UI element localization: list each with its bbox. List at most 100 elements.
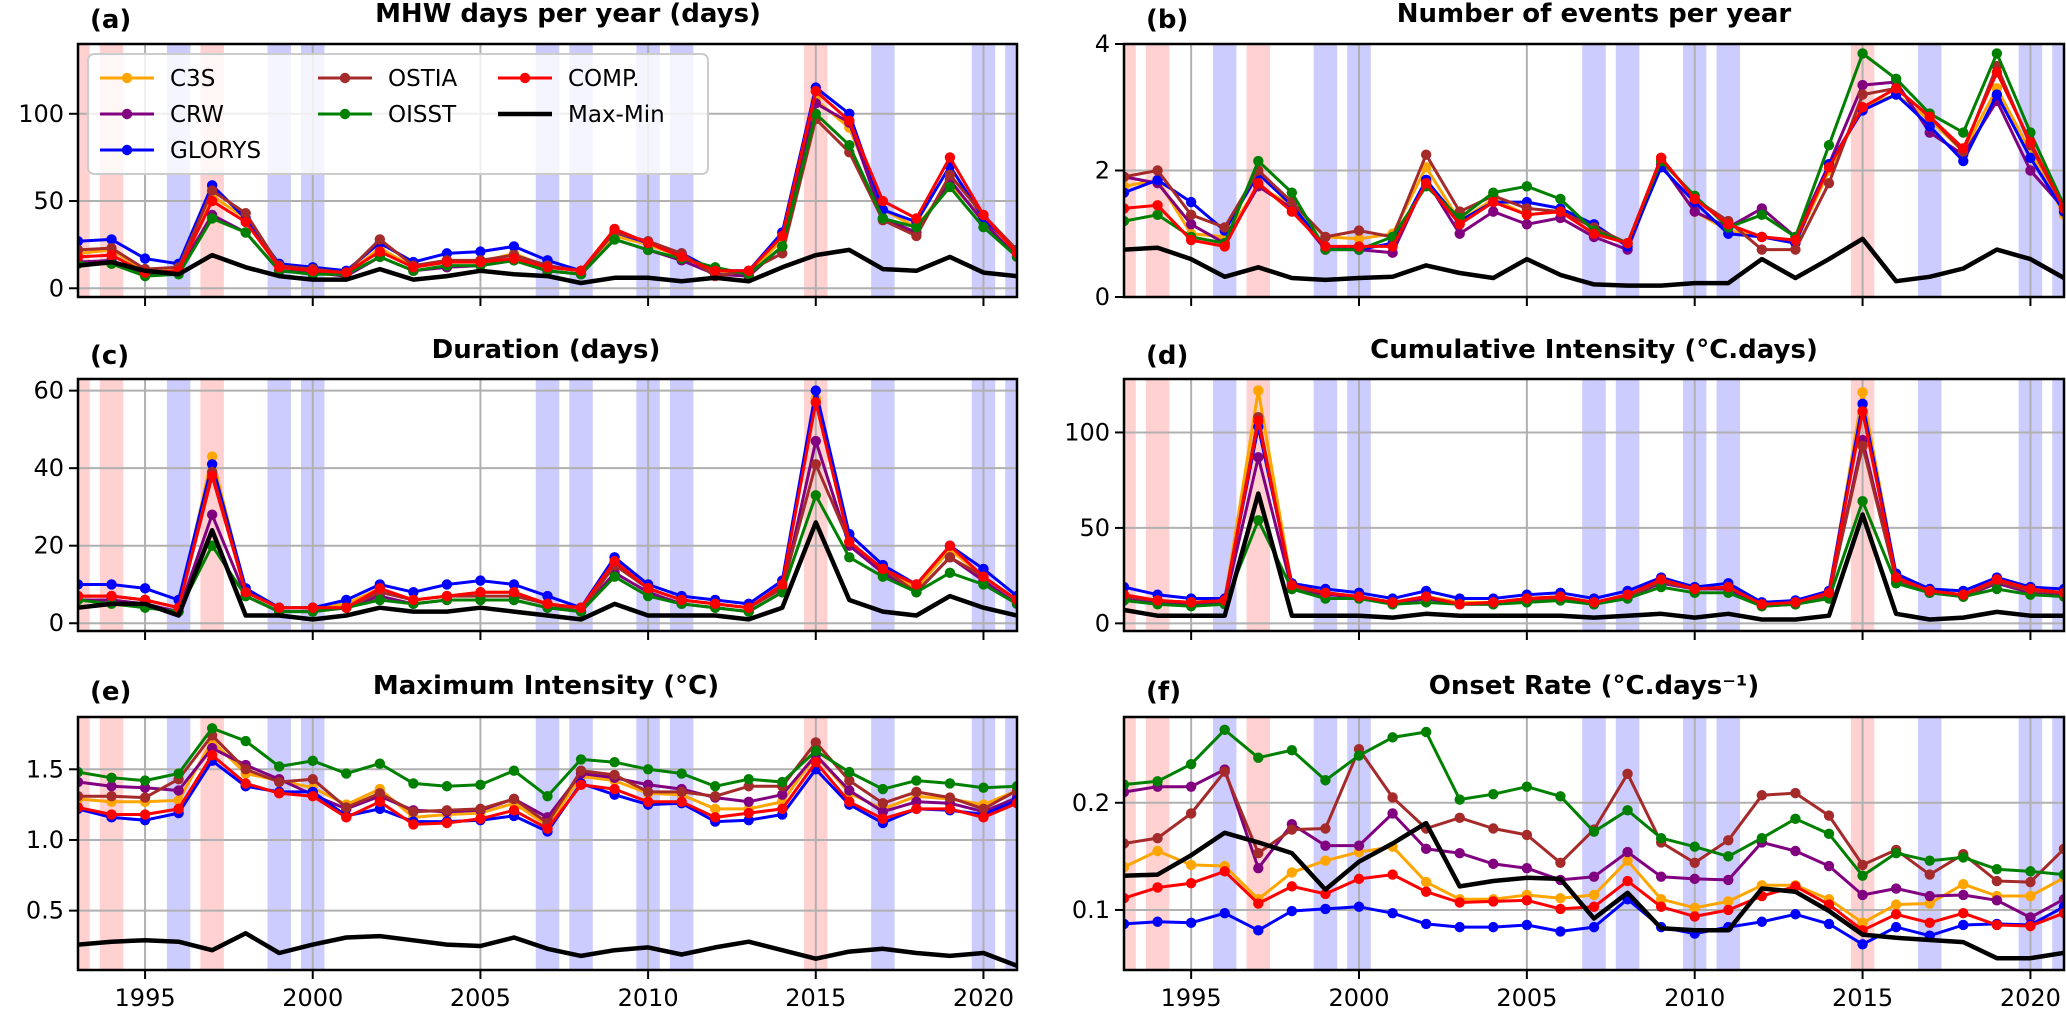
point-oisst-2008 <box>575 754 587 765</box>
point-oisst-2013 <box>1790 813 1801 825</box>
legend-label-c3s: C3S <box>170 66 215 92</box>
band-red-1993 <box>78 44 90 297</box>
point-ostia-2021 <box>2058 843 2064 855</box>
point-comp-2000 <box>1353 241 1365 252</box>
point-comp-2020 <box>2025 583 2036 595</box>
point-comp-2001 <box>1387 241 1398 252</box>
point-comp-2010 <box>1689 583 1700 595</box>
band-blue-1999 <box>1313 379 1338 631</box>
point-comp-2015 <box>1857 102 1868 113</box>
point-c3s-1994 <box>1152 845 1163 857</box>
point-c3s-2020 <box>2025 890 2036 902</box>
point-oisst-2018 <box>1958 852 1969 863</box>
point-comp-2020 <box>2025 136 2036 148</box>
point-oisst-1996 <box>173 768 184 779</box>
point-oisst-2003 <box>408 778 419 789</box>
point-comp-2010 <box>642 583 654 594</box>
point-comp-2002 <box>1420 886 1432 897</box>
series-line-max-min <box>78 520 1017 622</box>
point-comp-1994 <box>106 590 117 602</box>
point-comp-2013 <box>743 265 754 277</box>
legend-marker-c3s <box>121 72 133 84</box>
point-comp-1999 <box>1320 241 1331 252</box>
x-tick-label: 2005 <box>450 984 511 1012</box>
point-comp-2003 <box>1454 219 1465 230</box>
x-tick-label: 2015 <box>785 984 846 1012</box>
point-crw-2002 <box>1420 843 1432 855</box>
point-crw-2015 <box>810 435 821 447</box>
point-ostia-2000 <box>307 773 318 785</box>
point-oisst-2017 <box>877 571 889 582</box>
point-comp-2001 <box>341 812 352 823</box>
point-comp-2012 <box>709 598 721 610</box>
point-oisst-2019 <box>1991 864 2003 875</box>
point-oisst-1997 <box>206 723 218 734</box>
point-c3s-1999 <box>1320 855 1331 866</box>
point-comp-2005 <box>1521 209 1533 220</box>
point-comp-1993 <box>78 590 84 602</box>
point-comp-2002 <box>374 796 386 808</box>
point-crw-2011 <box>1723 874 1734 886</box>
point-comp-2005 <box>475 813 486 824</box>
point-c3s-2011 <box>1723 896 1734 907</box>
x-tick-label: 1995 <box>115 984 176 1012</box>
point-oisst-1999 <box>274 761 285 772</box>
point-glorys-1995 <box>139 253 151 264</box>
point-comp-2006 <box>1555 591 1566 602</box>
point-oisst-2012 <box>1756 832 1768 844</box>
point-oisst-2016 <box>1890 73 1902 84</box>
point-crw-2004 <box>1488 206 1499 217</box>
point-glorys-2006 <box>1555 926 1566 937</box>
y-tick-label: 2 <box>1095 157 1110 185</box>
point-comp-2010 <box>642 796 654 808</box>
point-oisst-2005 <box>475 779 486 791</box>
x-tick-label: 2010 <box>618 984 679 1012</box>
point-comp-1993 <box>78 251 84 263</box>
y-tick-label: 50 <box>1079 514 1110 542</box>
point-oisst-2021 <box>1011 781 1017 792</box>
point-glorys-2001 <box>1387 907 1398 919</box>
point-ostia-2020 <box>978 803 989 815</box>
point-oisst-2013 <box>743 773 754 785</box>
point-comp-2004 <box>441 256 453 268</box>
point-comp-2012 <box>1756 599 1768 610</box>
point-comp-2016 <box>844 115 855 126</box>
point-c3s-1993 <box>1124 861 1130 873</box>
point-ostia-2002 <box>1420 149 1432 160</box>
point-ostia-1994 <box>106 790 117 802</box>
point-comp-2019 <box>1991 574 2003 585</box>
point-crw-2010 <box>1689 873 1700 885</box>
point-oisst-2019 <box>944 567 956 579</box>
point-oisst-2012 <box>709 781 721 792</box>
point-comp-2016 <box>1890 909 1902 920</box>
point-ostia-2004 <box>441 805 453 816</box>
point-ostia-2013 <box>1790 787 1801 799</box>
point-oisst-2017 <box>1924 855 1935 866</box>
point-oisst-2016 <box>844 552 855 563</box>
panel-f: (f) Onset Rate (°C.days⁻¹) 1995 2000 2005 2… <box>1072 671 2066 1012</box>
point-ostia-2005 <box>475 803 486 815</box>
legend-marker-comp <box>519 72 531 84</box>
point-ostia-2002 <box>374 788 386 799</box>
point-oisst-2014 <box>1823 828 1835 840</box>
point-comp-1999 <box>274 788 285 799</box>
y-tick-label: 0.5 <box>26 897 64 925</box>
point-comp-2002 <box>1420 177 1432 189</box>
point-crw-1997 <box>206 509 218 520</box>
point-comp-2021 <box>2058 203 2064 214</box>
point-comp-2000 <box>307 265 318 277</box>
point-oisst-2020 <box>978 222 989 233</box>
point-ostia-2016 <box>844 775 855 786</box>
y-tick-label: 1.0 <box>26 826 64 854</box>
point-comp-2017 <box>1924 917 1935 929</box>
point-glorys-1994 <box>1152 174 1163 186</box>
point-comp-2003 <box>1454 599 1465 610</box>
point-ostia-2003 <box>408 806 419 817</box>
point-ostia-2015 <box>1857 859 1868 871</box>
y-tick-label: 0 <box>49 609 64 637</box>
point-comp-1998 <box>240 587 251 598</box>
point-oisst-2019 <box>1991 48 2003 59</box>
point-comp-2008 <box>1622 589 1633 600</box>
point-crw-1996 <box>173 785 184 796</box>
point-glorys-2003 <box>408 587 419 598</box>
